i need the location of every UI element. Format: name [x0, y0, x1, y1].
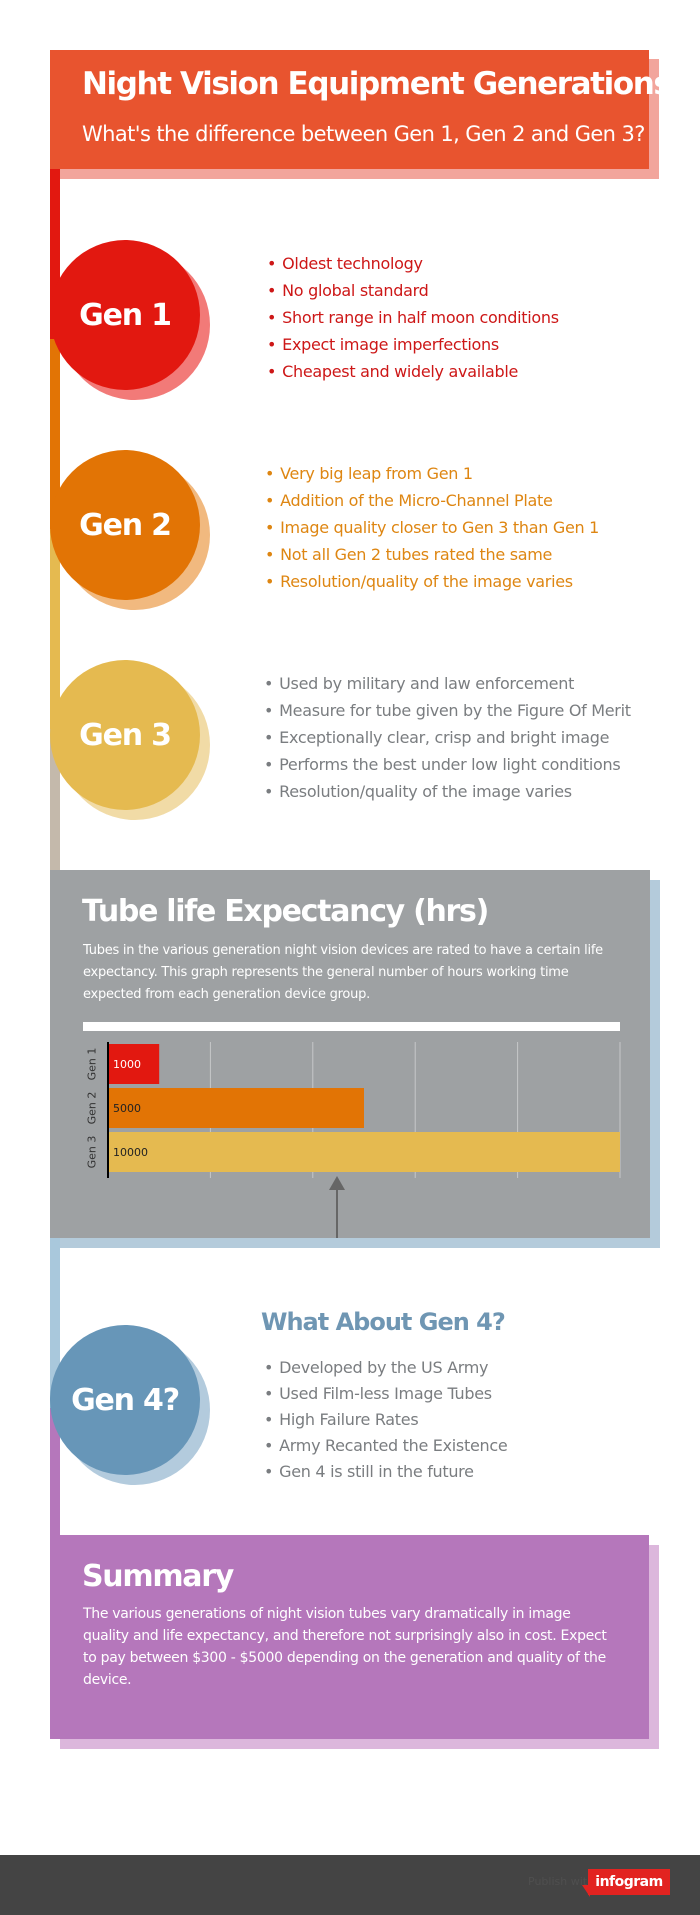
gen4-bullet-list: Developed by the US Army Used Film-less … — [264, 1355, 508, 1485]
chart-data-label: 10000 — [113, 1146, 148, 1159]
footer-publish-text: Publish with — [528, 1875, 595, 1888]
chart-data-label: 1000 — [113, 1058, 141, 1071]
gen3-bullet: Used by military and law enforcement — [264, 670, 631, 697]
panel-divider-bar — [83, 1022, 620, 1031]
gen4-bullet: Gen 4 is still in the future — [264, 1459, 507, 1485]
logo-speech-tail — [582, 1885, 590, 1897]
gen2-bullet: Image quality closer to Gen 3 than Gen 1 — [265, 514, 599, 541]
timeline-segment-gen3-end — [50, 729, 60, 870]
gen1-bullet: Short range in half moon conditions — [267, 304, 559, 331]
gen4-bullet: Developed by the US Army — [264, 1355, 507, 1381]
gen1-label: Gen 1 — [79, 297, 172, 333]
chart-bar — [109, 1132, 620, 1172]
summary-text: The various generations of night vision … — [83, 1606, 607, 1688]
footer-bar: Publish with infogram — [0, 1855, 700, 1915]
chart-bars: 1000 Gen 1 5000 Gen 2 10000 Gen 3 — [86, 1044, 620, 1172]
tube-life-panel: Tube life Expectancy (hrs) Tubes in the … — [50, 870, 650, 1238]
gen1-bullet: No global standard — [267, 277, 559, 304]
gen4-heading: What About Gen 4? — [261, 1308, 506, 1336]
tube-life-title: Tube life Expectancy (hrs) — [82, 894, 489, 929]
gen1-bullet: Expect image imperfections — [267, 331, 559, 358]
tube-life-description: Tubes in the various generation night vi… — [83, 943, 603, 1002]
chart-category-label: Gen 2 — [86, 1092, 99, 1125]
gen3-bullet: Resolution/quality of the image varies — [264, 778, 631, 805]
header-banner: Night Vision Equipment Generations What'… — [50, 50, 672, 169]
chart-bar — [109, 1088, 364, 1128]
timeline-segment-gen2 — [50, 339, 60, 529]
infogram-logo[interactable]: infogram — [588, 1869, 670, 1895]
gen2-label: Gen 2 — [79, 507, 172, 543]
gen3-circle: Gen 3 — [50, 660, 200, 810]
gen1-bullet: Oldest technology — [267, 250, 559, 277]
gen1-circle: Gen 1 — [50, 240, 200, 390]
gen3-bullet: Performs the best under low light condit… — [264, 751, 631, 778]
gen1-bullet: Cheapest and widely available — [267, 358, 559, 385]
gen4-bullet: High Failure Rates — [264, 1407, 507, 1433]
gen2-bullet: Addition of the Micro-Channel Plate — [265, 487, 599, 514]
gen2-circle: Gen 2 — [50, 450, 200, 600]
gen3-label: Gen 3 — [79, 717, 172, 753]
gen1-bullet-list: Oldest technology No global standard Sho… — [267, 250, 559, 385]
tube-life-chart: 1000 Gen 1 5000 Gen 2 10000 Gen 3 — [86, 1042, 621, 1238]
page-subtitle: What's the difference between Gen 1, Gen… — [82, 122, 645, 146]
chart-bar — [109, 1044, 160, 1084]
timeline-segment-gen3 — [50, 529, 60, 729]
gen2-bullet: Not all Gen 2 tubes rated the same — [265, 541, 599, 568]
gen4-label: Gen 4? — [71, 1382, 180, 1418]
gen2-bullet: Very big leap from Gen 1 — [265, 460, 599, 487]
summary-panel: Summary The various generations of night… — [50, 1535, 649, 1739]
gen3-bullet-list: Used by military and law enforcement Mea… — [264, 670, 631, 805]
gen4-bullet: Used Film-less Image Tubes — [264, 1381, 507, 1407]
chart-pointer-arrow — [329, 1176, 345, 1190]
timeline-segment-gen4 — [50, 1238, 60, 1408]
gen2-bullet: Resolution/quality of the image varies — [265, 568, 599, 595]
summary-title: Summary — [82, 1559, 234, 1594]
chart-data-label: 5000 — [113, 1102, 141, 1115]
chart-category-label: Gen 1 — [86, 1048, 99, 1081]
gen3-bullet: Exceptionally clear, crisp and bright im… — [264, 724, 631, 751]
gen3-bullet: Measure for tube given by the Figure Of … — [264, 697, 631, 724]
timeline-segment-summary — [50, 1408, 60, 1535]
timeline-segment-gen1 — [50, 169, 60, 339]
gen4-bullet: Army Recanted the Existence — [264, 1433, 508, 1459]
gen2-bullet-list: Very big leap from Gen 1 Addition of the… — [265, 460, 599, 595]
gen4-circle: Gen 4? — [50, 1325, 200, 1475]
chart-category-label: Gen 3 — [86, 1136, 99, 1169]
page-title: Night Vision Equipment Generations — [82, 66, 672, 102]
